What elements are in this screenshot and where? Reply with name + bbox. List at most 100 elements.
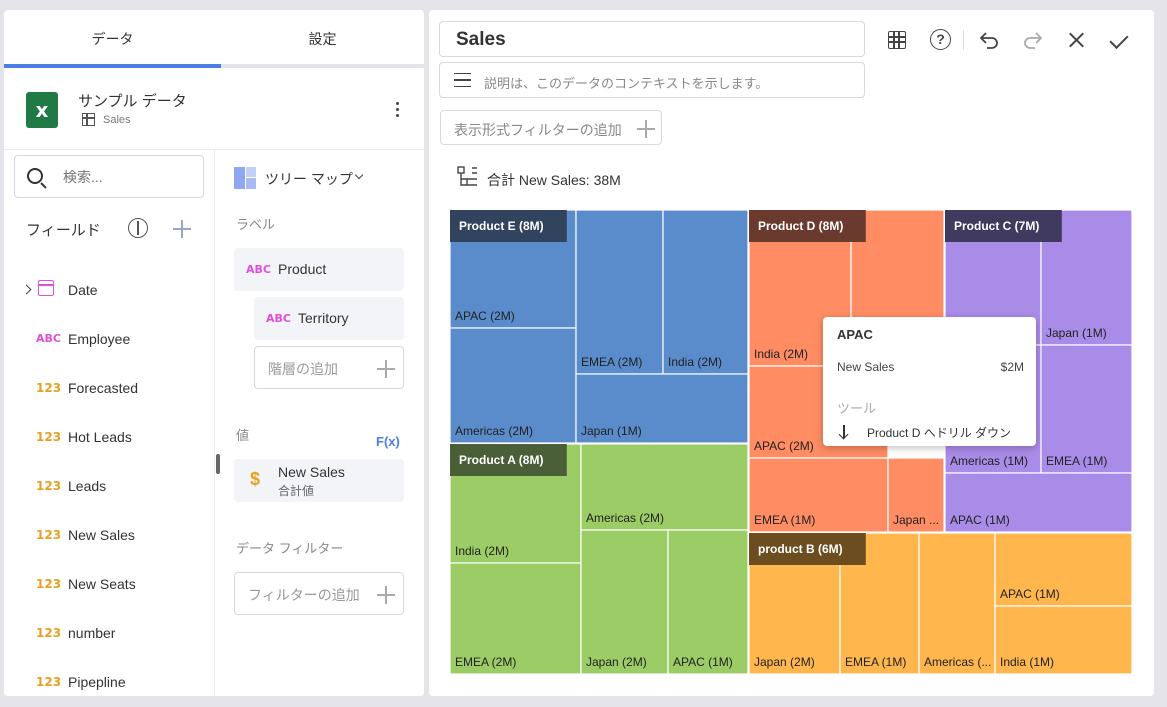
pill-label: Territory	[298, 310, 349, 326]
table-view-icon[interactable]	[888, 31, 906, 49]
visualization-type-label: ツリー マップ	[265, 171, 353, 187]
treemap-cell-label: Japan (2M)	[586, 655, 647, 669]
plus-icon	[637, 120, 655, 138]
add-filter-box[interactable]: フィルターの追加	[234, 572, 404, 615]
treemap-group[interactable]: Japan (2M) EMEA (1M) Americas (... APAC (1M…	[748, 532, 1132, 674]
treemap-cell-label: EMEA (1M)	[845, 655, 906, 669]
field-item-employee[interactable]: ABC Employee	[4, 325, 214, 355]
treemap-cell[interactable]	[748, 457, 889, 533]
treemap-cell-label: Americas (...	[924, 655, 991, 669]
treemap-group[interactable]: APAC (2M) Americas (2M) EMEA (2M) India (2M…	[450, 210, 749, 444]
treemap-group[interactable]: Japan (1M) Americas (1M) EMEA (1M) APAC (1M…	[944, 210, 1132, 533]
redo-icon[interactable]	[1021, 28, 1045, 52]
treemap-cell[interactable]	[667, 529, 749, 674]
search-input[interactable]	[63, 169, 193, 185]
calendar-icon	[38, 280, 54, 296]
field-item-leads[interactable]: 123 Leads	[4, 472, 214, 502]
add-filter-label: フィルターの追加	[248, 587, 360, 603]
chevron-right-icon[interactable]	[21, 284, 32, 295]
field-label: Date	[68, 282, 98, 298]
field-label: New Sales	[68, 527, 135, 543]
treemap-cell[interactable]	[580, 443, 749, 531]
add-hierarchy-box[interactable]: 階層の追加	[254, 346, 404, 389]
number-type-icon: 123	[36, 381, 62, 395]
undo-icon[interactable]	[977, 28, 1001, 52]
aggregation-label: 合計値	[278, 484, 315, 498]
treemap-group[interactable]: India (2M) EMEA (2M) Americas (2M) Japan (2…	[450, 443, 749, 674]
close-icon[interactable]	[1065, 28, 1089, 52]
treemap-cell[interactable]	[575, 373, 749, 444]
scrollbar-thumb[interactable]	[216, 454, 220, 474]
description-icon	[454, 73, 471, 87]
treemap-cell-label: APAC (2M)	[455, 309, 515, 323]
drill-down-action[interactable]: Product D へドリル ダウン	[867, 426, 1012, 440]
treemap-cell-label: Americas (1M)	[950, 454, 1028, 468]
field-item-new-sales[interactable]: 123 New Sales	[4, 521, 214, 551]
treemap-cell[interactable]	[1040, 344, 1132, 474]
number-type-icon: 123	[36, 430, 62, 444]
toolbar-separator	[963, 30, 964, 50]
treemap-cell[interactable]	[994, 605, 1132, 674]
treemap-group-label: Product E (8M)	[459, 219, 544, 233]
field-item-date[interactable]: Date	[4, 276, 214, 306]
help-icon[interactable]: ?	[930, 29, 951, 50]
treemap-cell-label: EMEA (1M)	[754, 513, 815, 527]
value-pill-new-sales[interactable]: $ New Sales 合計値	[234, 459, 404, 502]
treemap-group-header	[450, 444, 567, 476]
text-type-icon: ABC	[246, 263, 271, 276]
treemap-icon	[234, 167, 256, 189]
treemap-cell-label: India (1M)	[1000, 655, 1054, 669]
treemap-cell[interactable]	[994, 532, 1132, 607]
field-item-pipepline[interactable]: 123 Pipepline	[4, 668, 214, 698]
chevron-down-icon	[354, 170, 364, 180]
field-search-box[interactable]	[14, 155, 204, 198]
arrow-down-icon	[838, 425, 850, 439]
tab-settings[interactable]: 設定	[308, 31, 337, 47]
field-item-hot-leads[interactable]: 123 Hot Leads	[4, 423, 214, 453]
field-item-forecasted[interactable]: 123 Forecasted	[4, 374, 214, 404]
treemap-cell[interactable]	[887, 457, 945, 533]
formula-button[interactable]: F(x)	[376, 434, 400, 449]
treemap-cell[interactable]	[580, 529, 669, 674]
summary-total: 合計 New Sales: 38M	[487, 172, 621, 188]
field-label: Employee	[68, 331, 131, 347]
panel-tabs: データ 設定	[4, 10, 424, 68]
treemap-cell[interactable]	[918, 532, 996, 674]
visualization-type-selector[interactable]: ツリー マップ	[234, 165, 414, 191]
plus-icon	[377, 360, 395, 378]
data-source-name: サンプル データ	[78, 93, 187, 110]
table-icon	[82, 113, 95, 126]
data-source-sheet: Sales	[103, 114, 131, 126]
description-field[interactable]: 説明は、このデータのコンテキストを示します。	[439, 62, 865, 98]
tooltip: APAC New Sales $2M ツール Product D へドリル ダウ…	[823, 317, 1036, 446]
treemap-group-label: Product C (7M)	[954, 219, 1039, 233]
treemap-cell[interactable]	[944, 472, 1132, 533]
field-item-number[interactable]: 123 number	[4, 619, 214, 649]
labels-section-title: ラベル	[236, 217, 276, 232]
add-field-icon[interactable]	[173, 220, 191, 238]
label-pill-product[interactable]: ABC Product	[234, 248, 404, 291]
label-pill-territory[interactable]: ABC Territory	[254, 297, 404, 340]
treemap-chart[interactable]: APAC (2M)Americas (2M)EMEA (2M) India (2M…	[450, 210, 1132, 674]
pill-label: Product	[278, 261, 327, 277]
text-type-icon: ABC	[36, 332, 61, 345]
treemap-group-label: product B (6M)	[758, 542, 843, 556]
brain-icon[interactable]	[128, 218, 148, 238]
treemap-cell-label: Japan (1M)	[1046, 326, 1107, 340]
confirm-check-icon[interactable]	[1110, 28, 1134, 52]
treemap-cell[interactable]	[450, 562, 582, 674]
field-item-new-seats[interactable]: 123 New Seats	[4, 570, 214, 600]
treemap-cell[interactable]	[450, 327, 577, 444]
treemap-cell[interactable]	[662, 210, 749, 375]
more-options-icon[interactable]	[396, 102, 400, 118]
treemap-group-header	[749, 533, 866, 565]
treemap-cell[interactable]	[575, 210, 664, 375]
title-field[interactable]: Sales	[439, 21, 865, 57]
treemap-cell-label: APAC (1M)	[1000, 587, 1060, 601]
tab-data[interactable]: データ	[91, 31, 134, 47]
add-visual-filter-button[interactable]: 表示形式フィルターの追加	[440, 110, 662, 145]
tooltip-section: ツール	[837, 401, 877, 416]
number-type-icon: 123	[36, 577, 62, 591]
treemap-cell-label: Japan ...	[893, 513, 939, 527]
number-type-icon: 123	[36, 479, 62, 493]
